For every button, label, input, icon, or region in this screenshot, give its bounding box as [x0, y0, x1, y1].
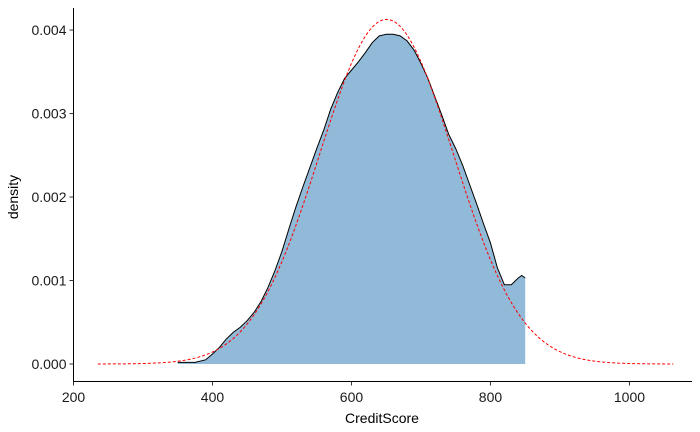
y-tick-label: 0.004 — [31, 22, 66, 38]
x-tick-label: 1000 — [614, 389, 645, 405]
y-tick-label: 0.002 — [31, 189, 66, 205]
y-tick-label: 0.001 — [31, 273, 66, 289]
y-tick-label: 0.003 — [31, 106, 66, 122]
normal-curve-line — [97, 18, 674, 365]
y-axis-title: density — [5, 175, 21, 219]
x-tick-label: 800 — [479, 389, 503, 405]
x-tick-label: 600 — [340, 389, 364, 405]
density-area — [177, 34, 526, 364]
y-tick-label: 0.000 — [31, 356, 66, 372]
plot-area — [97, 18, 674, 365]
density-line — [177, 33, 526, 363]
axes — [73, 8, 692, 382]
x-axis-ticks: 200 400 600 800 1000 — [62, 381, 645, 405]
y-axis-ticks: 0.000 0.001 0.002 0.003 0.004 — [31, 22, 74, 372]
x-tick-label: 400 — [201, 389, 225, 405]
x-axis-title: CreditScore — [345, 410, 419, 426]
x-tick-label: 200 — [62, 389, 86, 405]
